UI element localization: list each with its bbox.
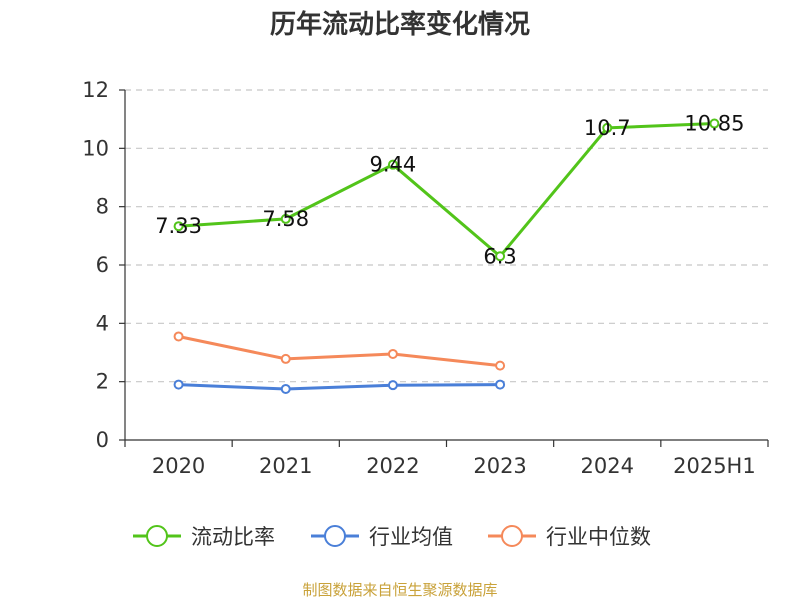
data-point <box>387 348 398 359</box>
data-point <box>173 331 184 342</box>
data-point <box>280 213 291 224</box>
y-tick-label: 4 <box>96 311 109 335</box>
legend-label: 流动比率 <box>191 525 275 549</box>
legend-marker-icon <box>324 525 346 547</box>
series-line-0 <box>178 122 715 258</box>
legend: 流动比率 行业均值 行业中位数 <box>133 525 651 549</box>
data-point <box>709 118 720 129</box>
data-point <box>280 353 291 364</box>
y-tick-label: 2 <box>96 370 109 394</box>
data-label: 10.85 <box>684 112 744 136</box>
series-layer: 7.33 7.58 9.44 6.3 10.7 10.85 <box>155 112 744 394</box>
chart-title: 历年流动比率变化情况 <box>270 9 530 40</box>
y-tick-label: 8 <box>96 195 109 219</box>
data-label: 10.7 <box>584 116 631 140</box>
series-line-1 <box>178 383 501 391</box>
y-tick-label: 0 <box>96 428 109 452</box>
legend-marker-icon <box>146 525 168 547</box>
data-label: 6.3 <box>483 244 516 268</box>
x-tick-label: 2025H1 <box>673 454 756 478</box>
data-point <box>173 379 184 390</box>
y-tick-label: 6 <box>96 253 109 277</box>
series-line-2 <box>178 335 501 368</box>
x-tick-label: 2020 <box>152 454 205 478</box>
x-tick-label: 2022 <box>366 454 419 478</box>
legend-label: 行业中位数 <box>546 525 651 549</box>
x-tick-label: 2024 <box>581 454 634 478</box>
data-point <box>495 360 506 371</box>
data-point <box>602 122 613 133</box>
data-point <box>495 379 506 390</box>
grid <box>125 89 768 383</box>
x-tick-label: 2021 <box>259 454 312 478</box>
axes: 0 2 4 6 8 10 12 2020 2021 2022 2023 2024 2025H1 <box>82 78 769 478</box>
data-point <box>387 159 398 170</box>
x-tick-label: 2023 <box>473 454 526 478</box>
data-point <box>387 380 398 391</box>
data-label: 7.33 <box>155 214 202 238</box>
data-point <box>495 251 506 262</box>
legend-marker-icon <box>501 525 523 547</box>
legend-label: 行业均值 <box>369 525 453 549</box>
data-point <box>280 383 291 394</box>
y-tick-label: 12 <box>82 78 109 102</box>
data-point <box>173 221 184 232</box>
source-note: 制图数据来自恒生聚源数据库 <box>302 581 497 599</box>
data-label: 9.44 <box>370 153 417 177</box>
y-tick-label: 10 <box>82 136 109 160</box>
data-label: 7.58 <box>262 207 309 231</box>
